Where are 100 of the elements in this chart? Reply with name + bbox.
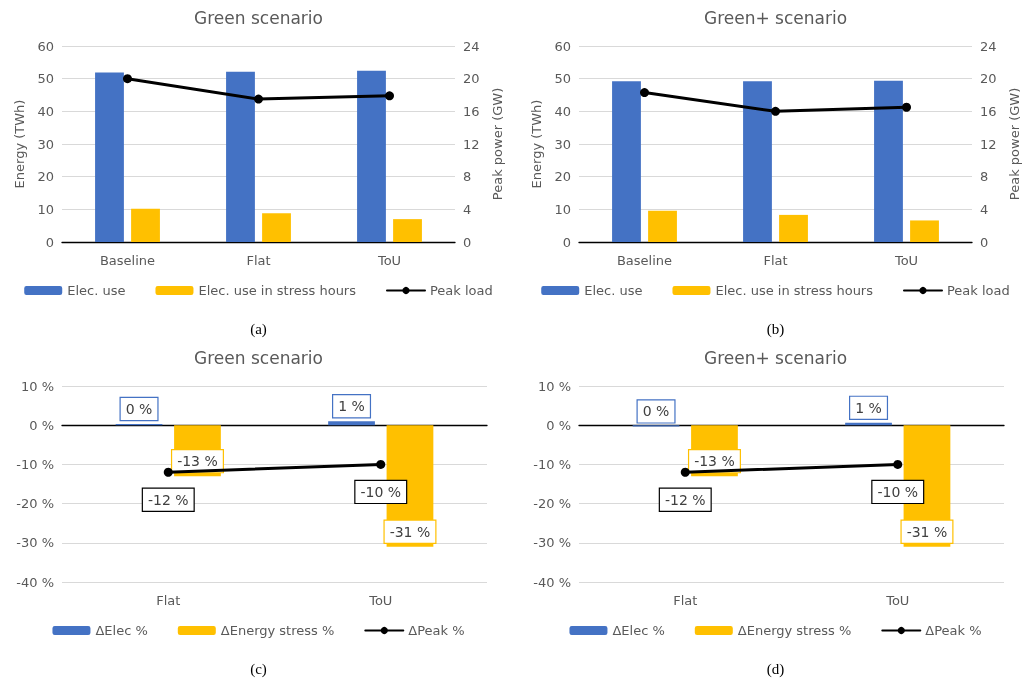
y-tick-label: 30	[37, 136, 54, 152]
y2-tick-label: 20	[980, 71, 997, 87]
y2-tick-label: 24	[463, 38, 480, 54]
y2-axis-title: Peak power (GW)	[1007, 87, 1022, 201]
y-tick-label: 60	[37, 38, 54, 54]
y2-tick-label: 8	[463, 169, 472, 185]
y2-tick-label: 4	[463, 201, 472, 217]
y-tick-label: 10 %	[20, 378, 54, 394]
data-label: -12 %	[664, 491, 706, 508]
y-tick-label: -20 %	[16, 496, 54, 512]
bar	[393, 219, 422, 242]
data-label: -13 %	[177, 453, 218, 470]
chart-title: Green+ scenario	[703, 347, 848, 368]
x-tick-label: Flat	[246, 253, 271, 268]
x-tick-label: ToU	[893, 253, 919, 268]
y-tick-label: 20	[554, 169, 571, 185]
bar	[874, 80, 903, 242]
y-tick-label: -10 %	[16, 456, 54, 472]
point	[254, 94, 263, 104]
x-tick-label: Flat	[763, 253, 788, 268]
y-tick-label: 20	[37, 169, 54, 185]
x-tick-label: Baseline	[99, 253, 156, 268]
legend-label: ΔEnergy stress %	[220, 623, 335, 638]
y-tick-label: 10	[554, 201, 571, 217]
bar	[910, 220, 939, 242]
y-tick-label: 0 %	[29, 417, 54, 433]
y2-axis-title: Peak power (GW)	[490, 87, 505, 201]
x-tick-label: ToU	[376, 253, 402, 268]
y2-tick-label: 12	[980, 136, 997, 152]
legend-label: Elec. use	[67, 283, 126, 298]
y-tick-label: 60	[554, 38, 571, 54]
legend-label: Peak load	[946, 283, 1010, 298]
bar	[357, 70, 386, 242]
y2-tick-label: 0	[980, 234, 989, 250]
chart-title: Green scenario	[194, 7, 323, 28]
bar	[95, 72, 124, 242]
data-label: 1 %	[338, 398, 365, 415]
text: (a)	[250, 320, 267, 338]
chart-title: Green scenario	[194, 347, 323, 368]
data-label: -31 %	[389, 523, 431, 540]
text: (d)	[766, 660, 785, 678]
text: (c)	[250, 660, 267, 678]
data-label: -12 %	[147, 491, 189, 508]
y2-tick-label: 8	[980, 169, 989, 185]
y2-tick-label: 24	[980, 38, 997, 54]
legend-label: ΔElec %	[612, 623, 665, 638]
y-tick-label: -10 %	[533, 456, 571, 472]
bar	[131, 208, 160, 242]
y-tick-label: -20 %	[533, 496, 571, 512]
bar	[262, 213, 291, 242]
y-tick-label: 0	[45, 234, 54, 250]
x-tick-label: Flat	[673, 593, 698, 608]
y-tick-label: 50	[37, 71, 54, 87]
legend-label: ΔEnergy stress %	[737, 623, 852, 638]
y-tick-label: -40 %	[533, 574, 571, 590]
x-tick-label: Baseline	[616, 253, 673, 268]
data-label: 0 %	[125, 401, 153, 418]
legend-label: Elec. use in stress hours	[715, 283, 874, 298]
data-label: -10 %	[877, 483, 919, 500]
bar	[648, 210, 677, 242]
data-label: -31 %	[906, 523, 948, 540]
point	[123, 74, 132, 84]
point	[385, 91, 394, 101]
y-tick-label: 0 %	[546, 417, 571, 433]
bar	[612, 81, 641, 242]
y-tick-label: 10	[37, 201, 54, 217]
bar	[743, 81, 772, 242]
legend-label: ΔElec %	[95, 623, 148, 638]
x-tick-label: ToU	[368, 593, 393, 608]
text: (b)	[766, 320, 785, 338]
chart-title: Green+ scenario	[703, 7, 848, 28]
y2-tick-label: 12	[463, 136, 480, 152]
data-label: 0 %	[642, 403, 670, 420]
legend-label: ΔPeak %	[408, 623, 465, 638]
y2-tick-label: 16	[980, 103, 997, 119]
y-tick-label: 30	[554, 136, 571, 152]
y-tick-label: -30 %	[16, 535, 54, 551]
data-label: -10 %	[360, 483, 402, 500]
legend-label: Elec. use in stress hours	[198, 283, 357, 298]
x-tick-label: Flat	[156, 593, 181, 608]
data-label: -13 %	[694, 453, 735, 470]
y-axis-title: Energy (TWh)	[529, 99, 544, 189]
y2-tick-label: 0	[463, 234, 472, 250]
bar	[226, 71, 255, 242]
y-tick-label: -40 %	[16, 574, 54, 590]
y-tick-label: 10 %	[537, 378, 571, 394]
y-tick-label: 0	[562, 234, 571, 250]
y-tick-label: 40	[37, 103, 54, 119]
data-label: 1 %	[855, 399, 882, 416]
x-tick-label: ToU	[885, 593, 910, 608]
y2-tick-label: 20	[463, 71, 480, 87]
bar	[779, 214, 808, 242]
y2-tick-label: 4	[980, 201, 989, 217]
y-tick-label: -30 %	[533, 535, 571, 551]
y-tick-label: 40	[554, 103, 571, 119]
legend-label: Peak load	[429, 283, 493, 298]
y-tick-label: 50	[554, 71, 571, 87]
legend-label: Elec. use	[584, 283, 643, 298]
y2-tick-label: 16	[463, 103, 480, 119]
legend-label: ΔPeak %	[925, 623, 982, 638]
